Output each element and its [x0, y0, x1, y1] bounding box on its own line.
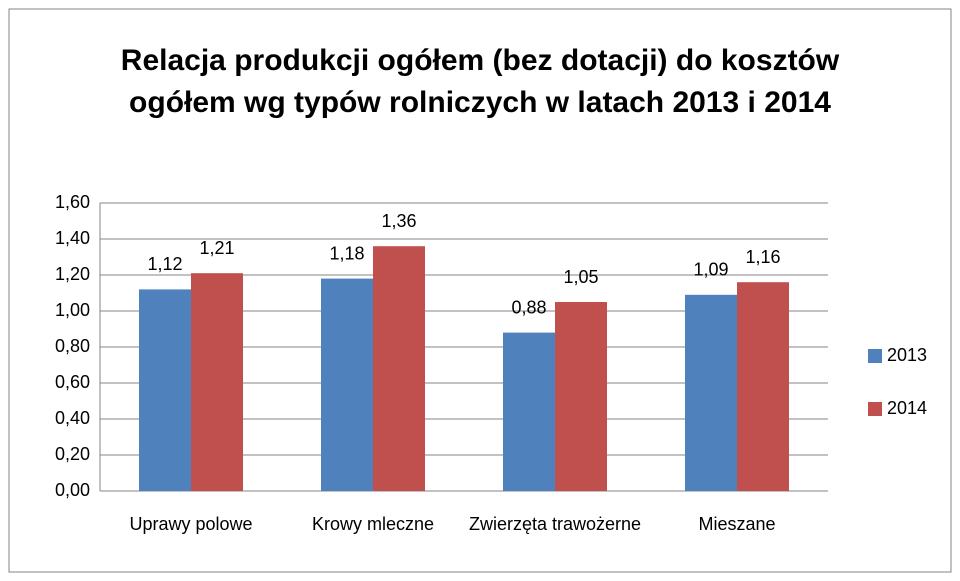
- bar: [139, 289, 191, 491]
- y-tick-label: 0,80: [55, 336, 90, 356]
- bar: [685, 294, 737, 491]
- bar: [737, 282, 789, 491]
- data-label: 1,16: [745, 247, 780, 267]
- y-tick-label: 1,00: [55, 300, 90, 320]
- legend-swatch: [868, 402, 882, 416]
- legend-label: 2014: [887, 398, 927, 418]
- data-label: 1,18: [329, 243, 364, 263]
- chart-title: Relacja produkcji ogółem (bez dotacji) d…: [120, 44, 840, 119]
- data-label: 1,21: [199, 238, 234, 258]
- bar: [555, 302, 607, 491]
- bar: [321, 278, 373, 491]
- x-tick-label: Mieszane: [698, 514, 776, 534]
- y-tick-label: 0,60: [55, 372, 90, 392]
- x-tick-label: Zwierzęta trawożerne: [468, 514, 642, 534]
- bar: [191, 273, 243, 491]
- legend-swatch: [868, 349, 882, 363]
- y-tick-label: 0,40: [55, 408, 90, 428]
- data-label: 1,05: [563, 267, 598, 287]
- bar: [373, 246, 425, 491]
- y-tick-label: 0,00: [55, 480, 90, 500]
- y-tick-label: 0,20: [55, 444, 90, 464]
- bar: [503, 332, 555, 491]
- data-label: 0,88: [511, 297, 546, 317]
- y-tick-label: 1,60: [55, 192, 90, 212]
- data-label: 1,12: [147, 254, 182, 274]
- x-tick-label: Krowy mleczne: [311, 514, 435, 534]
- y-tick-label: 1,40: [55, 228, 90, 248]
- x-tick-label: Uprawy polowe: [129, 514, 253, 534]
- data-label: 1,36: [381, 211, 416, 231]
- legend-label: 2013: [887, 345, 927, 365]
- y-tick-label: 1,20: [55, 264, 90, 284]
- data-label: 1,09: [693, 260, 728, 280]
